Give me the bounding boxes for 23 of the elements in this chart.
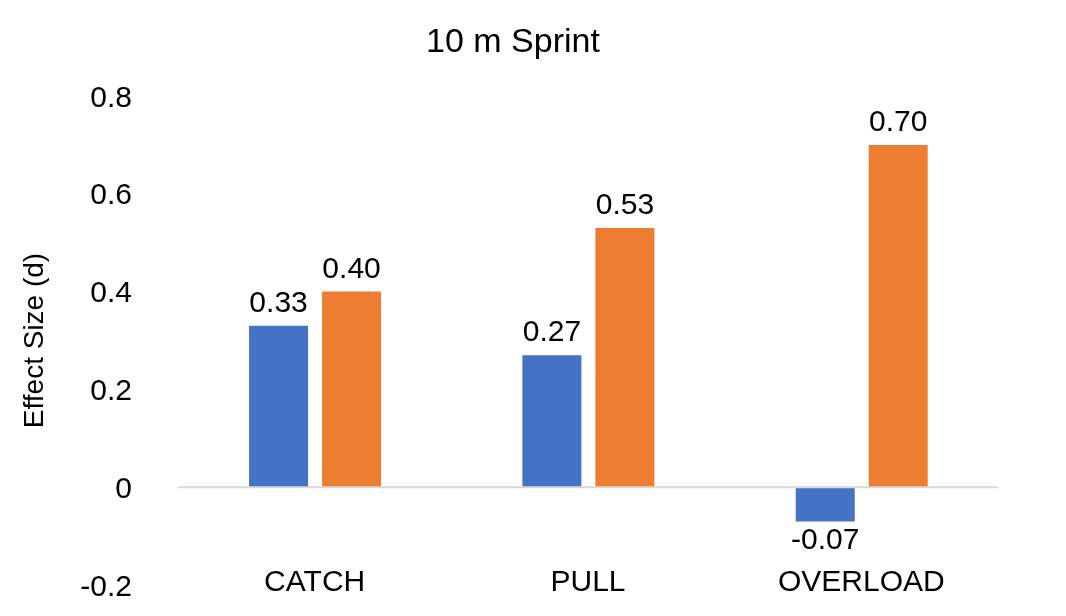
data-label: 0.40 bbox=[322, 250, 381, 284]
bar bbox=[522, 355, 582, 488]
bar bbox=[795, 487, 855, 522]
y-axis-title: Effect Size (d) bbox=[17, 252, 49, 429]
chart-title: 10 m Sprint bbox=[426, 21, 601, 59]
x-tick-label: CATCH bbox=[264, 564, 366, 597]
bar bbox=[322, 291, 382, 488]
data-label: 0.53 bbox=[595, 187, 655, 221]
x-tick-label: OVERLOAD bbox=[777, 564, 945, 597]
bar bbox=[249, 325, 309, 488]
data-label: 0.27 bbox=[522, 314, 582, 348]
y-tick-label: 0.8 bbox=[90, 79, 132, 113]
y-tick-label: 0 bbox=[115, 470, 132, 504]
y-tick-label: 0.2 bbox=[90, 373, 132, 407]
y-tick-label: 0.6 bbox=[90, 177, 132, 211]
data-label: 0.33 bbox=[249, 284, 308, 318]
bar bbox=[595, 228, 655, 488]
bar bbox=[868, 144, 928, 488]
data-label: 0.70 bbox=[869, 103, 928, 137]
data-label: -0.07 bbox=[791, 522, 860, 556]
y-tick-label: 0.4 bbox=[90, 275, 132, 309]
x-tick-label: PULL bbox=[550, 564, 626, 597]
y-tick-label: -0.2 bbox=[80, 568, 132, 602]
